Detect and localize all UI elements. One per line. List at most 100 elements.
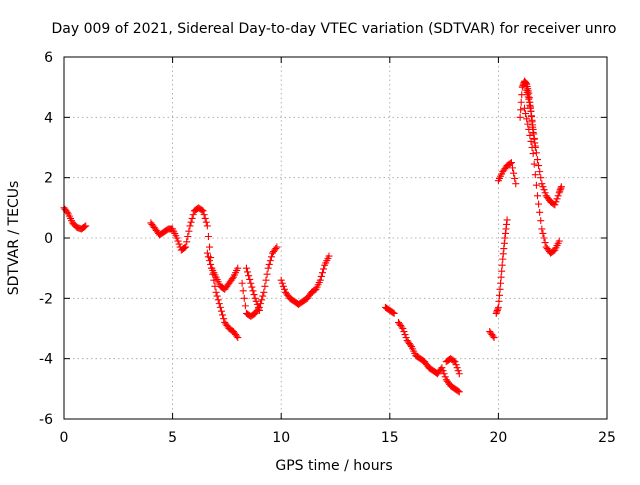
data-point [174, 237, 182, 245]
data-point [402, 334, 410, 342]
data-point [539, 229, 547, 237]
data-point [540, 186, 548, 194]
data-point [246, 275, 254, 283]
data-point [82, 222, 90, 230]
data-point [538, 180, 546, 188]
data-point [489, 332, 497, 340]
data-point [390, 309, 398, 317]
data-point [206, 243, 214, 251]
data-point [535, 200, 543, 208]
data-point [201, 214, 209, 222]
y-tick-label: -2 [39, 291, 53, 307]
y-tick-label: 0 [44, 231, 53, 247]
data-point [272, 245, 280, 253]
data-point [511, 174, 519, 182]
series-arc15 [523, 86, 539, 151]
data-point [398, 323, 406, 331]
data-point [512, 180, 520, 188]
data-point [536, 208, 544, 216]
axis-ticks: 0 5 10 15 20 25 -6 -4 -2 0 2 4 6 [39, 50, 616, 446]
data-point [526, 131, 534, 139]
data-point [320, 265, 328, 273]
data-point [251, 294, 259, 302]
data-point [455, 370, 463, 378]
data-point [216, 303, 224, 311]
data-point [207, 260, 215, 268]
data-point [506, 159, 514, 167]
series-arc7 [381, 303, 398, 317]
data-point [204, 232, 212, 240]
data-point [440, 370, 448, 378]
data-point [249, 287, 257, 295]
data-point [455, 388, 463, 396]
data-point [264, 264, 272, 272]
data-point [503, 216, 511, 224]
data-point [203, 249, 211, 257]
data-point [523, 115, 531, 123]
data-point [239, 287, 247, 295]
data-point [273, 243, 281, 251]
data-point [541, 189, 549, 197]
data-point [553, 195, 561, 203]
data-point [453, 364, 461, 372]
data-point [228, 275, 236, 283]
data-point [318, 269, 326, 277]
data-point [452, 361, 460, 369]
data-point [262, 276, 270, 284]
data-point [244, 268, 252, 276]
x-tick-label: 10 [272, 430, 290, 446]
data-point [247, 279, 255, 287]
data-point [532, 181, 540, 189]
data-point [527, 137, 535, 145]
data-point [522, 110, 530, 118]
data-point [325, 252, 333, 260]
data-point [253, 300, 261, 308]
data-point [400, 328, 408, 336]
data-point [406, 341, 414, 349]
data-point [187, 218, 195, 226]
data-point [498, 261, 506, 269]
data-point [241, 302, 249, 310]
data-point [497, 273, 505, 281]
data-point [248, 283, 256, 291]
data-point [219, 311, 227, 319]
data-point [497, 279, 505, 287]
y-tick-label: -4 [39, 352, 53, 368]
data-point [509, 164, 517, 172]
data-point [554, 192, 562, 200]
data-point [63, 208, 71, 216]
data-point [245, 272, 253, 280]
data-point [186, 222, 194, 230]
data-point [517, 98, 525, 106]
grid-lines [64, 57, 607, 419]
data-point [510, 169, 518, 177]
data-point [541, 239, 549, 247]
data-point [181, 244, 189, 252]
x-tick-label: 0 [60, 430, 69, 446]
data-point [184, 232, 192, 240]
series-arc4 [238, 243, 281, 320]
data-point [250, 291, 258, 299]
data-point [198, 206, 206, 214]
data-point [496, 285, 504, 293]
data-point [495, 297, 503, 305]
data-point [255, 306, 263, 314]
data-point [183, 238, 191, 246]
data-point [214, 296, 222, 304]
data-point [551, 201, 559, 209]
data-point [439, 367, 447, 375]
data-point [536, 168, 544, 176]
data-point [260, 288, 268, 296]
series-arc12 [494, 159, 520, 188]
data-point [399, 325, 407, 332]
x-tick-label: 25 [598, 430, 616, 446]
data-point [316, 276, 324, 284]
data-point [263, 270, 271, 278]
data-point [454, 387, 462, 395]
data-point [539, 183, 547, 191]
data-point [280, 285, 288, 293]
data-point [173, 234, 181, 242]
series-arc9 [442, 355, 463, 378]
data-point [537, 174, 545, 182]
